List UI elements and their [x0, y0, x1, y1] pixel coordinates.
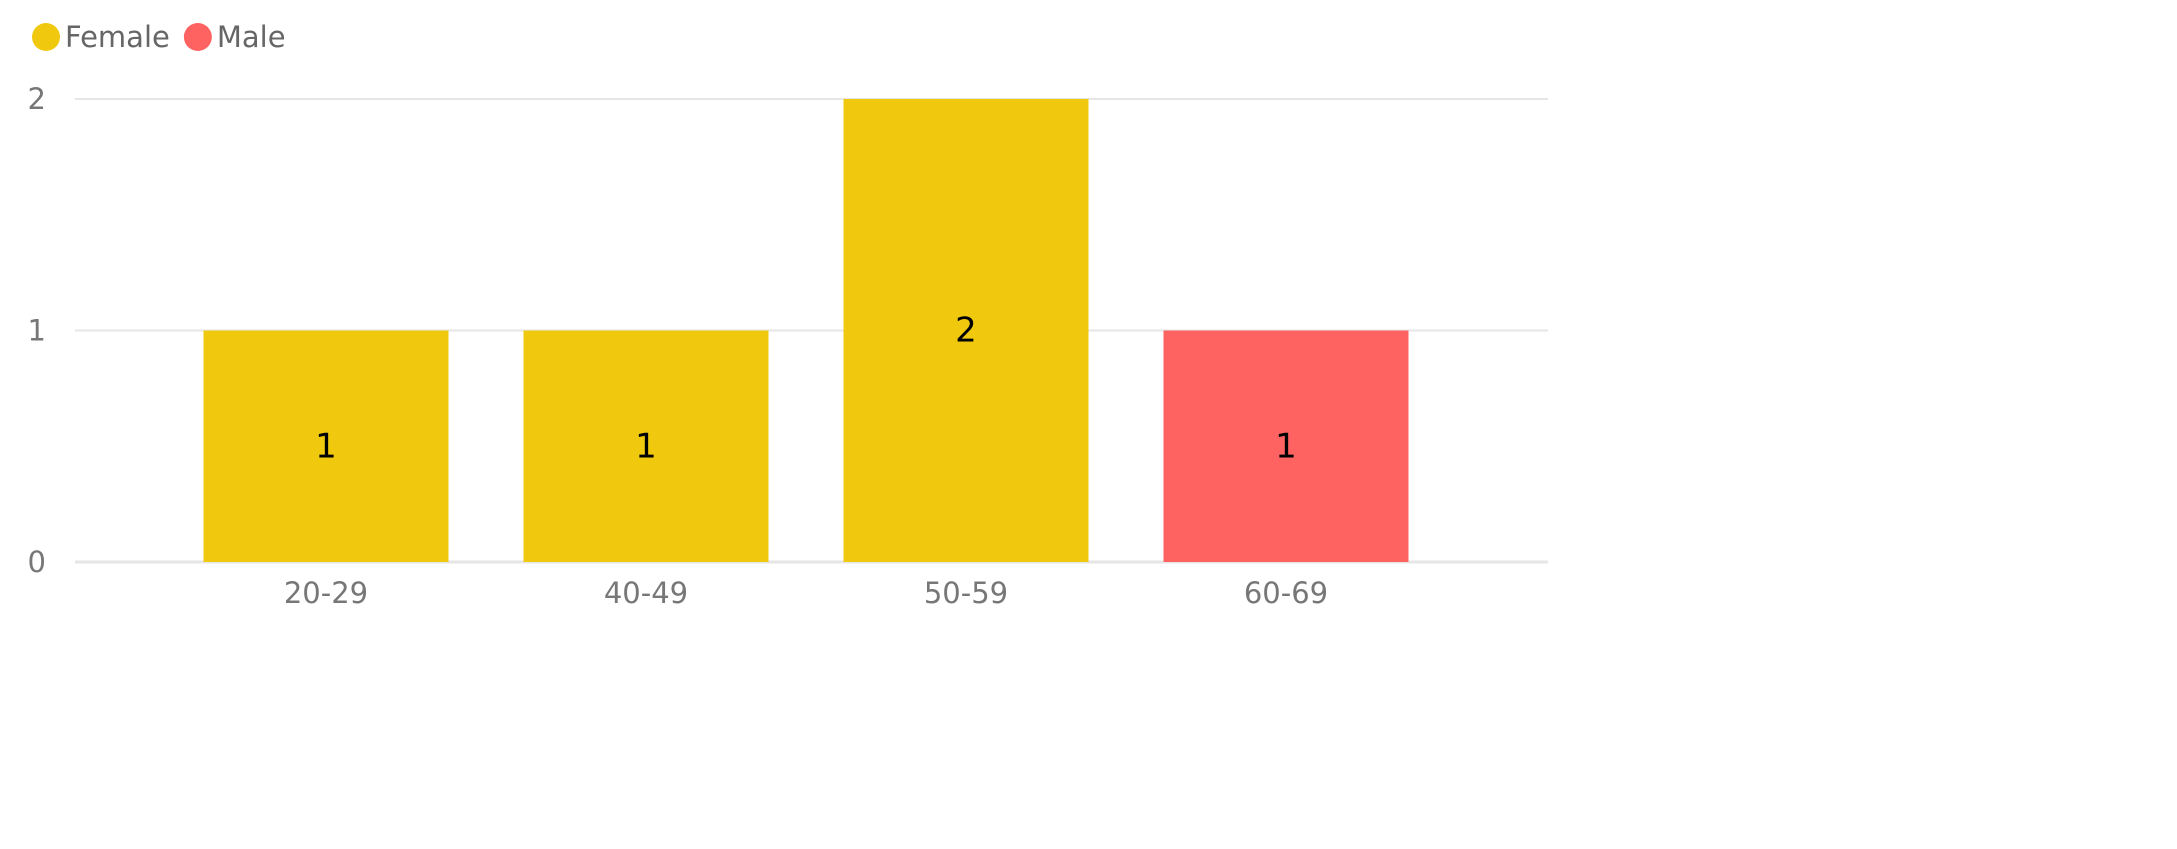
data-label: 1	[315, 426, 337, 466]
legend: Female Male	[32, 20, 286, 54]
y-tick-label: 0	[28, 545, 46, 579]
bar-male	[1163, 330, 1409, 562]
bar-female	[523, 330, 769, 562]
chart-canvas: Female Male 0 1 2 1 1 2 1 20-29 40-49 50-59 60-69	[28, 20, 1548, 610]
legend-label: Male	[217, 20, 286, 54]
bar-female	[843, 99, 1089, 562]
x-tick-label: 60-69	[1244, 576, 1328, 610]
bars	[203, 99, 1409, 562]
x-tick-label: 20-29	[284, 576, 368, 610]
x-tick-label: 50-59	[924, 576, 1008, 610]
legend-marker	[32, 23, 60, 51]
y-tick-label: 1	[28, 314, 46, 348]
legend-marker	[183, 23, 212, 51]
bar-female	[203, 330, 449, 562]
x-axis-ticks: 20-29 40-49 50-59 60-69	[284, 576, 1328, 610]
bar-chart: Female Male 0 1 2 1 1 2 1 20-29 40-49 50-59 60-69	[28, 20, 1548, 610]
data-label: 2	[955, 311, 977, 351]
data-labels: 1 1 2 1	[315, 311, 1297, 467]
x-tick-label: 40-49	[604, 576, 688, 610]
data-label: 1	[635, 426, 657, 466]
legend-label: Female	[65, 20, 170, 54]
y-tick-label: 2	[28, 82, 46, 116]
data-label: 1	[1275, 426, 1297, 466]
y-axis-ticks: 0 1 2	[28, 82, 46, 579]
